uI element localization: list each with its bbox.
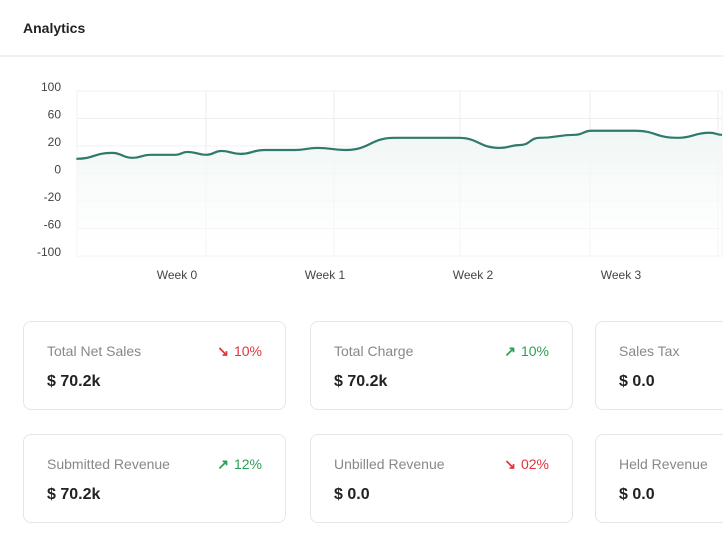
x-tick-label: Week 0 [157, 268, 198, 282]
analytics-chart: 100 60 20 0 -20 -60 -100 Week 0 Week 1 Week 2 Week… [37, 80, 723, 282]
arrow-up-right-icon: ↗ [217, 456, 229, 472]
metric-label: Total Charge [334, 343, 414, 359]
metric-label: Held Revenue [619, 456, 708, 472]
metric-value: $ 70.2k [47, 486, 101, 503]
arrow-up-right-icon: ↗ [504, 343, 516, 359]
metric-value: $ 70.2k [47, 373, 101, 390]
x-tick-label: Week 2 [453, 268, 494, 282]
metric-card-total-charge[interactable]: Total Charge $ 70.2k ↗ 10% [310, 321, 573, 410]
x-tick-label: Week 3 [601, 268, 642, 282]
metric-value: $ 70.2k [334, 373, 388, 390]
change-value: 02% [520, 456, 549, 472]
series-area [76, 130, 723, 256]
y-tick-label: 100 [41, 80, 61, 94]
y-tick-label: -100 [37, 245, 61, 259]
metric-label: Total Net Sales [47, 343, 142, 359]
change-value: 10% [520, 343, 549, 359]
change-badge: ↘ 02% [504, 456, 549, 473]
change-value: 10% [233, 343, 262, 359]
metric-value: $ 0.0 [334, 486, 370, 503]
change-badge: ↗ 12% [217, 456, 262, 473]
arrow-down-right-icon: ↘ [504, 456, 516, 472]
metric-card-total-net-sales[interactable]: Total Net Sales $ 70.2k ↘ 10% [23, 321, 286, 410]
y-tick-label: 20 [48, 135, 62, 149]
arrow-down-right-icon: ↘ [217, 343, 229, 359]
page-title: Analytics [23, 20, 86, 36]
metric-value: $ 0.0 [619, 373, 655, 390]
metric-label: Unbilled Revenue [334, 456, 445, 472]
series-line [76, 129, 723, 160]
metric-label: Sales Tax [619, 343, 680, 359]
y-tick-label: 0 [54, 163, 61, 177]
metric-value: $ 0.0 [619, 486, 655, 503]
y-tick-label: -20 [44, 190, 62, 204]
change-badge: ↗ 10% [504, 343, 549, 360]
x-tick-label: Week 1 [305, 268, 346, 282]
metric-card-unbilled-revenue[interactable]: Unbilled Revenue $ 0.0 ↘ 02% [310, 434, 573, 523]
change-badge: ↘ 10% [217, 343, 262, 360]
metric-card-submitted-revenue[interactable]: Submitted Revenue $ 70.2k ↗ 12% [23, 434, 286, 523]
y-tick-label: -60 [44, 218, 62, 232]
header: Analytics [0, 0, 723, 57]
metric-card-held-revenue[interactable]: Held Revenue $ 0.0 [595, 434, 723, 523]
metric-label: Submitted Revenue [47, 456, 170, 472]
change-value: 12% [233, 456, 262, 472]
y-tick-label: 60 [48, 108, 62, 122]
metric-card-sales-tax[interactable]: Sales Tax $ 0.0 [595, 321, 723, 410]
